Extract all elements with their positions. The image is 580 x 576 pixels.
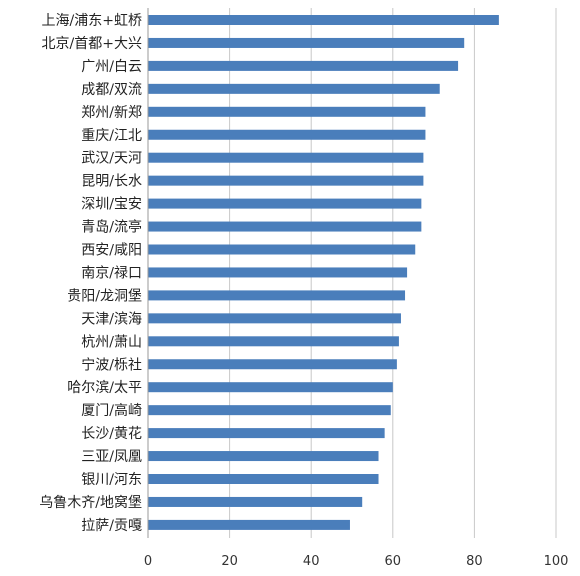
x-tick-label: 0 bbox=[144, 554, 152, 569]
category-label: 三亚/凤凰 bbox=[81, 449, 142, 465]
category-label: 拉萨/贡嘎 bbox=[81, 518, 142, 534]
bar bbox=[148, 152, 424, 163]
bar bbox=[148, 15, 499, 25]
bar bbox=[148, 474, 379, 484]
category-label: 天津/滨海 bbox=[81, 311, 142, 327]
x-tick-label: 20 bbox=[221, 554, 238, 569]
category-label: 郑州/新郑 bbox=[81, 105, 142, 121]
category-label: 厦门/高崎 bbox=[81, 402, 142, 419]
x-tick-label: 60 bbox=[385, 554, 402, 569]
category-label: 长沙/黄花 bbox=[81, 425, 142, 442]
x-tick-labels: 0 20 40 60 80 100 bbox=[144, 554, 569, 569]
bar bbox=[148, 175, 424, 186]
bar bbox=[148, 244, 416, 255]
bar bbox=[148, 313, 401, 324]
bar bbox=[148, 37, 465, 48]
category-label: 成都/双流 bbox=[81, 82, 142, 98]
x-tick-label: 100 bbox=[544, 554, 569, 569]
x-tick-label: 40 bbox=[303, 554, 320, 569]
category-label: 哈尔滨/太平 bbox=[67, 380, 142, 396]
bar bbox=[148, 496, 363, 507]
bar bbox=[148, 129, 426, 140]
category-label: 北京/首都+大兴 bbox=[42, 36, 142, 52]
bar bbox=[148, 198, 422, 209]
category-label: 重庆/江北 bbox=[81, 128, 142, 144]
bar bbox=[148, 405, 391, 416]
bar bbox=[148, 451, 379, 462]
bar bbox=[148, 336, 399, 347]
x-tick-label: 80 bbox=[466, 554, 483, 569]
bar bbox=[148, 60, 459, 71]
category-label: 贵阳/龙洞堡 bbox=[67, 288, 142, 304]
bar bbox=[148, 359, 397, 370]
category-label: 宁波/栎社 bbox=[81, 356, 142, 373]
category-label: 上海/浦东+虹桥 bbox=[42, 13, 142, 29]
bar bbox=[148, 382, 393, 393]
bar bbox=[148, 428, 385, 439]
category-label: 武汉/天河 bbox=[81, 151, 142, 167]
category-label: 杭州/萧山 bbox=[81, 334, 142, 350]
category-label: 青岛/流亭 bbox=[81, 219, 142, 236]
category-label: 南京/禄口 bbox=[81, 265, 142, 281]
category-label: 广州/白云 bbox=[81, 59, 142, 75]
bar bbox=[148, 519, 350, 530]
bar bbox=[148, 83, 440, 94]
category-label: 银川/河东 bbox=[81, 472, 142, 488]
bar bbox=[148, 221, 422, 232]
category-label: 乌鲁木齐/地窝堡 bbox=[39, 494, 142, 511]
category-label: 昆明/长水 bbox=[81, 174, 142, 190]
category-labels: 上海/浦东+虹桥北京/首都+大兴广州/白云成都/双流郑州/新郑重庆/江北武汉/天… bbox=[39, 13, 142, 534]
bars bbox=[148, 15, 499, 530]
bar bbox=[148, 267, 408, 278]
category-label: 西安/咸阳 bbox=[81, 243, 142, 259]
category-label: 深圳/宝安 bbox=[81, 197, 142, 213]
bar bbox=[148, 290, 406, 301]
bar bbox=[148, 106, 426, 117]
